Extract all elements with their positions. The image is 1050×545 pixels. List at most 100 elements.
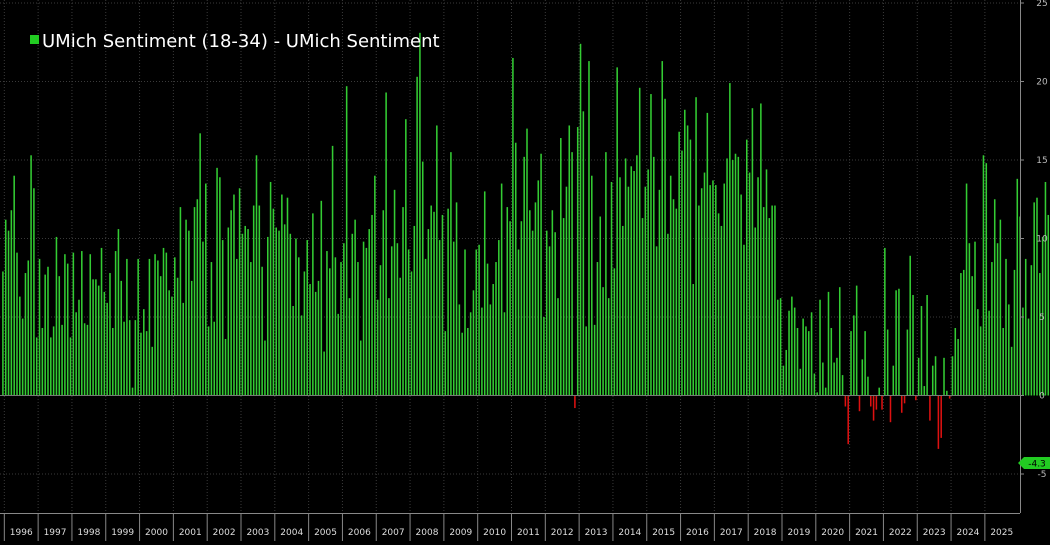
bar <box>444 331 447 396</box>
bar <box>241 233 244 396</box>
legend-label: UMich Sentiment (18-34) - UMich Sentimen… <box>42 31 440 52</box>
bar <box>269 181 272 396</box>
bar <box>419 32 421 396</box>
bar <box>726 158 728 396</box>
bar <box>762 207 765 396</box>
bar <box>836 357 838 396</box>
bar <box>858 395 861 412</box>
bar <box>38 258 41 396</box>
bar <box>895 290 897 396</box>
bar <box>421 161 424 396</box>
bar <box>982 155 985 396</box>
bar <box>886 329 889 396</box>
bar <box>89 254 92 396</box>
bar <box>940 395 942 438</box>
bar <box>638 87 641 396</box>
bar <box>793 307 796 396</box>
bar <box>734 153 737 396</box>
bar <box>596 262 599 396</box>
bar <box>19 296 21 396</box>
bar <box>695 97 697 396</box>
x-tick-label: 2006 <box>348 528 371 538</box>
bar <box>95 279 97 396</box>
bar <box>75 312 77 396</box>
bar <box>968 243 971 396</box>
bar <box>796 327 799 396</box>
bar <box>157 260 159 396</box>
bar <box>303 271 306 396</box>
bar <box>636 155 638 396</box>
bar <box>605 152 607 396</box>
bar <box>128 320 131 396</box>
bar <box>498 240 500 396</box>
bar <box>72 252 75 396</box>
bar <box>334 257 337 396</box>
y-tick-label: 25 <box>1036 0 1047 9</box>
bar <box>540 153 542 396</box>
bar <box>779 298 782 396</box>
bar <box>630 166 633 396</box>
bar <box>1030 265 1033 396</box>
bar <box>619 177 621 396</box>
bar <box>188 230 190 396</box>
bar <box>574 395 576 409</box>
bar <box>1005 258 1007 396</box>
bar <box>176 277 179 396</box>
x-tick-label: 2003 <box>246 528 269 538</box>
bar <box>27 260 30 396</box>
x-tick-label: 1997 <box>44 528 67 538</box>
bar <box>991 262 993 396</box>
bar <box>571 152 573 396</box>
y-tick-label: 15 <box>1036 156 1047 166</box>
bar <box>162 247 165 396</box>
bar <box>137 258 139 396</box>
x-tick-label: 2019 <box>787 528 810 538</box>
bar <box>579 43 582 396</box>
bar <box>410 271 413 396</box>
bar <box>855 285 858 396</box>
bar <box>281 194 283 396</box>
bar <box>802 318 804 396</box>
bar <box>616 67 618 396</box>
bar <box>405 119 407 396</box>
bar <box>684 109 686 396</box>
bar <box>822 362 824 396</box>
bar <box>1008 304 1010 396</box>
bar <box>554 232 556 396</box>
bar <box>765 169 768 396</box>
bar <box>988 310 990 396</box>
x-tick-label: 2022 <box>889 528 912 538</box>
bar <box>2 271 4 396</box>
bar <box>951 356 954 396</box>
bar <box>946 390 948 396</box>
bar <box>861 359 864 396</box>
bar <box>205 183 207 396</box>
bar <box>717 213 720 396</box>
bar <box>1024 258 1027 396</box>
bar <box>64 254 66 396</box>
x-tick-label: 2020 <box>821 528 844 538</box>
bar <box>650 94 652 396</box>
bar <box>238 188 241 396</box>
bar <box>182 302 185 396</box>
bar <box>275 227 277 396</box>
bar <box>776 299 779 396</box>
bar <box>416 76 418 396</box>
bar <box>658 189 661 396</box>
x-tick-label: 2021 <box>855 528 878 538</box>
bar <box>495 262 497 396</box>
bar <box>427 229 430 396</box>
x-tick-label: 2000 <box>145 528 168 538</box>
bar <box>379 265 382 396</box>
bar <box>278 230 280 396</box>
bar <box>224 338 227 396</box>
bar <box>219 177 221 396</box>
bar <box>771 205 773 396</box>
bar <box>672 199 675 396</box>
bar <box>134 320 137 396</box>
bar <box>41 327 44 396</box>
bar <box>458 304 461 396</box>
bar <box>168 290 170 396</box>
bar <box>664 98 666 396</box>
bar <box>286 197 289 396</box>
